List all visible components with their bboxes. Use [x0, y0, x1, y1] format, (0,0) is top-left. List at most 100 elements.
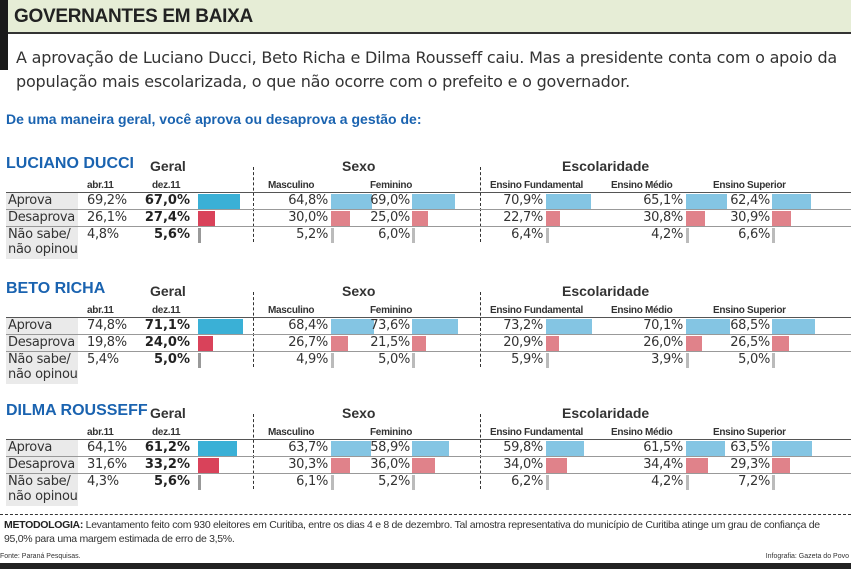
row-rule	[6, 209, 851, 210]
section-divider	[253, 167, 254, 242]
bar-nao-sabe	[331, 475, 334, 490]
value-cell: 62,4%	[730, 193, 770, 208]
bar-aprova	[331, 441, 372, 456]
value-cell: 26,1%	[87, 210, 127, 225]
value-cell: 6,4%	[511, 227, 543, 242]
value-cell: 65,1%	[643, 193, 683, 208]
value-cell: 34,0%	[503, 457, 543, 472]
bar-aprova	[546, 319, 593, 334]
column-header: Ensino Superior	[713, 305, 786, 316]
value-cell: 5,0%	[378, 352, 410, 367]
bar-desaprova	[198, 211, 216, 226]
section-divider	[253, 292, 254, 367]
column-header: Ensino Fundamental	[490, 305, 583, 316]
group-header-escolaridade: Escolaridade	[562, 283, 650, 299]
bottom-bar	[0, 563, 851, 569]
row-rule	[6, 473, 851, 474]
value-cell: 26,5%	[730, 335, 770, 350]
bar-desaprova	[772, 458, 791, 473]
value-cell: 30,0%	[288, 210, 328, 225]
value-cell: 5,4%	[87, 352, 119, 367]
group-header-escolaridade: Escolaridade	[562, 405, 650, 421]
bar-nao-sabe	[331, 353, 334, 368]
bar-nao-sabe	[772, 228, 775, 243]
bar-desaprova	[412, 458, 435, 473]
group-header-sexo: Sexo	[342, 283, 376, 299]
group-header-sexo: Sexo	[342, 405, 376, 421]
section-divider	[480, 414, 481, 489]
value-cell: 5,2%	[296, 227, 328, 242]
bar-aprova	[331, 319, 375, 334]
source-note: Fonte: Paraná Pesquisas.	[0, 553, 81, 560]
bar-nao-sabe	[772, 353, 775, 368]
group-header-geral: Geral	[150, 158, 186, 174]
value-cell: 30,8%	[643, 210, 683, 225]
value-cell: 5,0%	[153, 352, 190, 367]
column-header: Feminino	[370, 180, 413, 191]
bar-aprova	[686, 441, 725, 456]
value-cell: 6,2%	[511, 474, 543, 489]
value-cell: 36,0%	[370, 457, 410, 472]
column-header: dez.11	[152, 180, 181, 191]
bar-nao-sabe	[686, 353, 689, 368]
column-header: dez.11	[152, 305, 181, 316]
row-rule	[6, 456, 851, 457]
politician-name: BETO RICHA	[6, 280, 106, 297]
value-cell: 24,0%	[144, 335, 190, 350]
bar-desaprova	[686, 336, 703, 351]
value-cell: 68,4%	[288, 318, 328, 333]
bar-nao-sabe	[412, 475, 415, 490]
value-cell: 69,0%	[370, 193, 410, 208]
header-bar: GOVERNANTES EM BAIXA	[8, 0, 851, 34]
bar-aprova	[198, 194, 241, 209]
bar-desaprova	[198, 336, 214, 351]
column-header: Masculino	[268, 427, 315, 438]
row-label-aprova: Aprova	[6, 193, 78, 210]
value-cell: 64,8%	[288, 193, 328, 208]
bar-nao-sabe	[772, 475, 775, 490]
row-label-nao-sabe: Não sabe/ não opinou	[6, 227, 78, 259]
column-header: Feminino	[370, 305, 413, 316]
bar-nao-sabe	[198, 353, 201, 368]
politician-name: LUCIANO DUCCI	[6, 155, 134, 172]
value-cell: 74,8%	[87, 318, 127, 333]
column-header: abr.11	[87, 180, 114, 191]
politician-name: DILMA ROUSSEFF	[6, 402, 148, 419]
bar-aprova	[772, 319, 816, 334]
value-cell: 64,1%	[87, 440, 127, 455]
accent-bar	[0, 0, 8, 70]
column-header: Ensino Superior	[713, 427, 786, 438]
value-cell: 3,9%	[651, 352, 683, 367]
row-rule	[6, 351, 851, 352]
column-header: Ensino Médio	[611, 180, 673, 191]
column-header: abr.11	[87, 305, 114, 316]
bar-aprova	[546, 441, 584, 456]
bar-nao-sabe	[546, 228, 549, 243]
bar-nao-sabe	[331, 228, 334, 243]
section-divider	[480, 292, 481, 367]
value-cell: 67,0%	[144, 193, 190, 208]
value-cell: 25,0%	[370, 210, 410, 225]
value-cell: 29,3%	[730, 457, 770, 472]
value-cell: 5,6%	[153, 227, 190, 242]
value-cell: 19,8%	[87, 335, 127, 350]
value-cell: 21,5%	[370, 335, 410, 350]
bar-aprova	[412, 194, 456, 209]
footer-divider	[0, 514, 851, 515]
column-header: dez.11	[152, 427, 181, 438]
column-header: Ensino Médio	[611, 427, 673, 438]
value-cell: 4,9%	[296, 352, 328, 367]
bar-desaprova	[546, 211, 561, 226]
bar-nao-sabe	[546, 475, 549, 490]
value-cell: 6,0%	[378, 227, 410, 242]
value-cell: 5,6%	[153, 474, 190, 489]
bar-nao-sabe	[412, 228, 415, 243]
row-rule	[6, 192, 851, 193]
column-header: Ensino Fundamental	[490, 427, 583, 438]
row-label-aprova: Aprova	[6, 440, 78, 457]
bar-desaprova	[412, 336, 426, 351]
section-divider	[480, 167, 481, 242]
value-cell: 63,5%	[730, 440, 770, 455]
value-cell: 61,5%	[643, 440, 683, 455]
value-cell: 5,2%	[378, 474, 410, 489]
